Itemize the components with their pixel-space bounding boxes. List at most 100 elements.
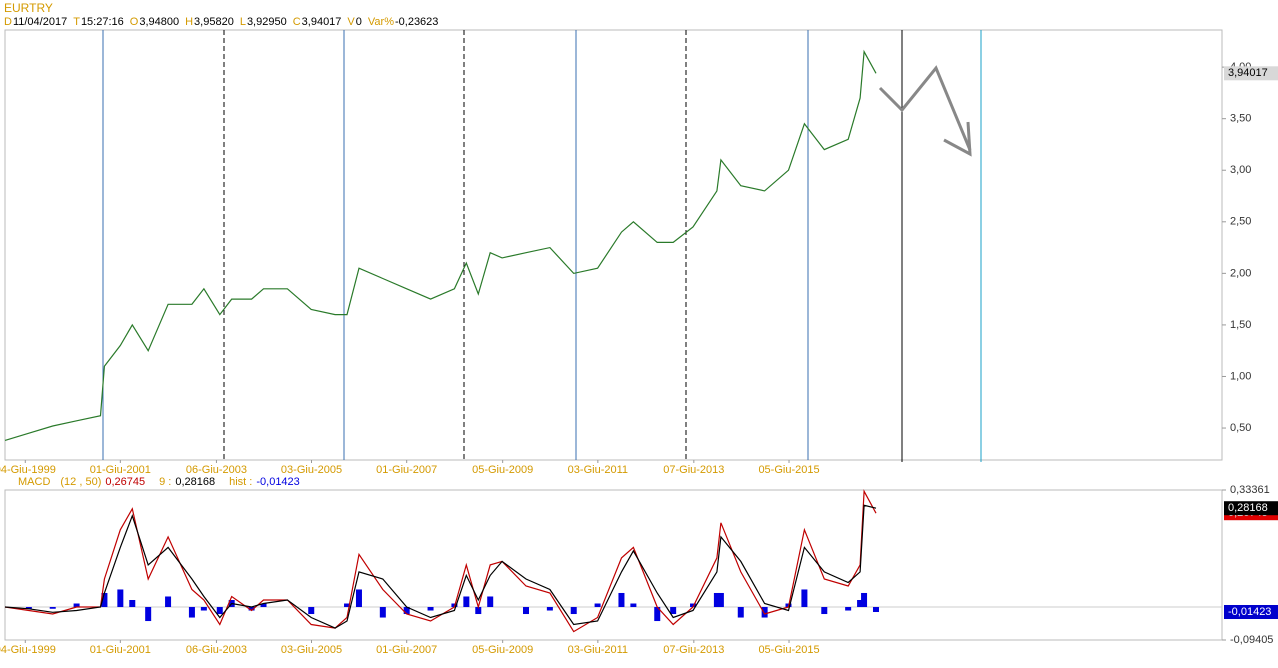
period-lines: [102, 30, 982, 462]
x-tick-label: 05-Giu-2015: [758, 644, 819, 656]
y-tick-label: 3,50: [1230, 113, 1251, 125]
x-tick-label: 05-Giu-2009: [472, 464, 533, 476]
hist-bar: [379, 607, 386, 618]
hist-bar: [546, 607, 553, 611]
hist-bar: [73, 603, 80, 608]
x-tick-label: 03-Giu-2011: [568, 644, 628, 656]
hist-bar: [49, 607, 56, 609]
arrow-path: [878, 65, 972, 151]
hist-bar: [872, 607, 879, 613]
y-tick-label: 1,50: [1230, 319, 1251, 331]
hist-bar: [670, 607, 677, 615]
hist-bar: [690, 603, 697, 608]
x-tick-label: 01-Giu-2007: [376, 644, 437, 656]
hist-bar: [101, 592, 108, 608]
x-tick-label: 05-Giu-2015: [758, 464, 819, 476]
field-key: Var%: [368, 16, 394, 28]
hist-bar: [463, 596, 470, 608]
hist-bar: [145, 607, 152, 622]
x-tick-label: 04-Giu-1999: [0, 644, 56, 656]
field-value: 3,94800: [139, 16, 179, 28]
last-value-box: [1224, 605, 1278, 620]
series-line: [4, 489, 877, 633]
hist-bar: [129, 599, 136, 608]
series-line: [4, 49, 877, 441]
y-tick-label: 1,00: [1230, 370, 1251, 382]
hist-bar: [403, 607, 410, 615]
legend-key: hist :: [229, 476, 252, 488]
hist-bar: [188, 607, 195, 618]
symbol: EURTRY: [4, 1, 53, 15]
hist-bar: [801, 589, 808, 608]
field-value: -0,23623: [395, 16, 438, 28]
x-tick-label: 06-Giu-2003: [186, 644, 247, 656]
x-tick-label: 07-Giu-2013: [663, 464, 724, 476]
hist-bar: [821, 607, 828, 615]
header-fields: D 11/04/2017 T 15:27:16 O 3,94800 H 3,95820 L 3,9…: [4, 16, 438, 28]
last-value: -0,01423: [1228, 606, 1271, 618]
field-key: D: [4, 16, 12, 28]
last-value: 0,28168: [1228, 502, 1268, 514]
hist-bar: [857, 599, 864, 608]
forecast-arrow: [878, 65, 972, 157]
y-tick-label: 2,50: [1230, 216, 1251, 228]
field-key: T: [73, 16, 80, 28]
field-value: 15:27:16: [81, 16, 124, 28]
field-key: V: [347, 16, 355, 28]
x-tick-label: 07-Giu-2013: [663, 644, 724, 656]
hist-bar: [717, 592, 724, 608]
field-key: O: [130, 16, 139, 28]
hist-bar: [523, 607, 530, 615]
x-tick-label: 04-Giu-1999: [0, 464, 56, 476]
x-tick-label: 06-Giu-2003: [186, 464, 247, 476]
field-value: 3,92950: [247, 16, 287, 28]
hist-bar: [344, 603, 351, 608]
hist-bar: [761, 607, 768, 618]
hist-bar: [165, 596, 172, 608]
field-value: 3,95820: [194, 16, 234, 28]
field-value: 0: [356, 16, 362, 28]
y-tick-label: 0,50: [1230, 422, 1251, 434]
last-value: 3,94017: [1228, 67, 1268, 79]
hist-bar: [861, 592, 868, 608]
hist-bar: [25, 607, 32, 609]
hist-bar: [570, 607, 577, 615]
y-tick-label: -0,09405: [1230, 634, 1273, 646]
hist-bar: [475, 607, 482, 615]
y-tick-label: 0,33361: [1230, 484, 1270, 496]
series-line: [4, 504, 877, 629]
hist-bar: [713, 592, 720, 608]
x-tick-label: 01-Giu-2001: [90, 464, 151, 476]
x-tick-label: 01-Giu-2001: [90, 644, 151, 656]
hist-bar: [216, 607, 223, 615]
x-tick-label: 03-Giu-2005: [281, 644, 342, 656]
macd-params: (12 , 50): [60, 476, 101, 488]
hist-bar: [630, 603, 637, 608]
x-tick-label: 03-Giu-2011: [568, 464, 628, 476]
hist-bar: [618, 592, 625, 608]
hist-bar: [308, 607, 315, 615]
last-value-box: [1224, 501, 1278, 516]
hist-bar: [200, 607, 207, 611]
hist-bar: [845, 607, 852, 611]
y-tick-label: 2,00: [1230, 267, 1251, 279]
field-key: L: [240, 16, 246, 28]
field-key: H: [185, 16, 193, 28]
hist-bar: [355, 589, 362, 608]
legend-value: 0,28168: [175, 476, 215, 488]
macd-title: MACD: [18, 476, 50, 488]
hist-bar: [260, 603, 267, 608]
hist-bar: [654, 607, 661, 622]
hist-bar: [487, 596, 494, 608]
field-value: 11/04/2017: [13, 16, 67, 28]
last-value-box: [1224, 66, 1278, 81]
legend-value: 0,26745: [105, 476, 145, 488]
macd-panel: [4, 489, 1223, 641]
hist-bar: [737, 607, 744, 618]
arrow-head: [943, 121, 972, 157]
hist-bar: [117, 589, 124, 608]
y-tick-label: 3,00: [1230, 164, 1251, 176]
hist-bar: [248, 607, 255, 611]
